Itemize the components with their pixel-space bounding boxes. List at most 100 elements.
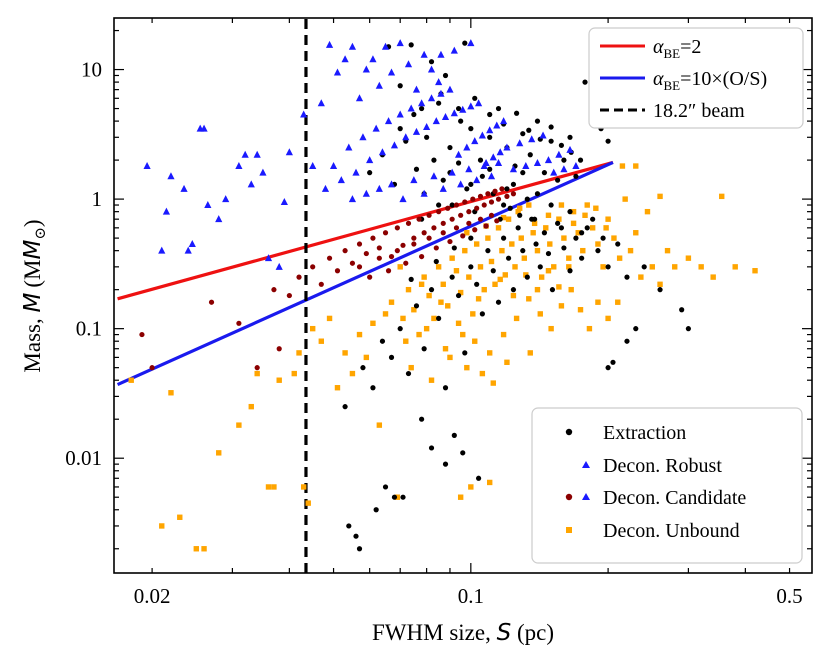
point-decon-unbound bbox=[159, 523, 165, 529]
point-extraction bbox=[451, 432, 457, 438]
point-decon-candidate bbox=[334, 268, 341, 274]
point-decon-unbound bbox=[545, 268, 552, 274]
point-decon-robust bbox=[309, 162, 317, 170]
point-extraction bbox=[641, 264, 647, 270]
point-decon-unbound bbox=[530, 230, 536, 236]
point-decon-robust bbox=[450, 46, 458, 54]
point-decon-candidate bbox=[453, 225, 460, 231]
point-decon-robust bbox=[352, 168, 360, 176]
point-extraction bbox=[548, 202, 554, 208]
point-decon-robust bbox=[387, 68, 396, 76]
point-decon-robust bbox=[396, 110, 404, 118]
point-decon-candidate bbox=[356, 241, 363, 247]
point-extraction bbox=[455, 160, 462, 166]
point-decon-unbound bbox=[732, 264, 738, 270]
point-decon-unbound bbox=[447, 354, 453, 361]
point-decon-robust bbox=[435, 78, 443, 86]
point-extraction bbox=[605, 138, 611, 144]
point-decon-unbound bbox=[416, 331, 422, 338]
point-decon-unbound bbox=[523, 272, 529, 278]
point-decon-robust bbox=[420, 50, 428, 58]
point-extraction bbox=[413, 303, 420, 309]
point-decon-unbound bbox=[453, 268, 460, 274]
point-decon-candidate bbox=[394, 225, 400, 231]
point-decon-unbound bbox=[556, 216, 562, 222]
point-decon-unbound bbox=[490, 380, 496, 386]
point-extraction bbox=[447, 144, 453, 151]
point-decon-unbound bbox=[627, 247, 634, 254]
point-decon-candidate bbox=[426, 212, 432, 218]
point-decon-robust bbox=[528, 135, 536, 143]
point-decon-robust bbox=[437, 89, 445, 97]
point-decon-robust bbox=[188, 240, 196, 248]
point-extraction bbox=[505, 255, 512, 261]
point-extraction bbox=[590, 216, 596, 222]
point-decon-candidate bbox=[462, 199, 468, 205]
point-decon-candidate bbox=[449, 216, 455, 222]
point-decon-unbound bbox=[318, 338, 325, 344]
point-decon-candidate bbox=[363, 250, 369, 257]
point-decon-candidate bbox=[488, 199, 495, 205]
point-decon-unbound bbox=[449, 255, 455, 261]
point-extraction bbox=[353, 533, 359, 539]
point-extraction bbox=[397, 126, 403, 132]
point-decon-robust bbox=[522, 162, 530, 170]
legend-label-unbound: Decon. Unbound bbox=[603, 520, 740, 542]
point-extraction bbox=[487, 134, 493, 140]
point-decon-unbound bbox=[570, 220, 577, 227]
point-decon-candidate bbox=[472, 227, 478, 233]
point-decon-unbound bbox=[487, 350, 493, 356]
point-extraction bbox=[490, 268, 496, 274]
point-decon-unbound bbox=[201, 546, 207, 552]
point-decon-robust bbox=[471, 137, 479, 145]
point-extraction bbox=[477, 157, 484, 163]
point-extraction bbox=[573, 173, 579, 179]
point-decon-robust bbox=[366, 156, 374, 164]
point-decon-robust bbox=[317, 99, 325, 107]
point-decon-unbound bbox=[442, 346, 449, 352]
point-extraction bbox=[419, 105, 425, 112]
point-decon-unbound bbox=[470, 311, 476, 317]
axis-tick-labels: 0.02 0.1 0.5 0.01 0.1 1 10 bbox=[65, 58, 802, 608]
point-decon-robust bbox=[348, 195, 357, 203]
point-decon-candidate bbox=[453, 202, 460, 208]
point-decon-unbound bbox=[499, 247, 505, 254]
point-decon-unbound bbox=[128, 377, 134, 383]
point-decon-robust bbox=[427, 65, 436, 73]
point-decon-robust bbox=[387, 180, 396, 188]
point-decon-candidate bbox=[477, 216, 484, 222]
point-decon-unbound bbox=[468, 484, 474, 490]
point-extraction bbox=[474, 281, 480, 287]
point-extraction bbox=[405, 370, 412, 377]
point-decon-robust bbox=[329, 162, 338, 170]
point-decon-unbound bbox=[376, 422, 383, 428]
point-extraction bbox=[468, 235, 474, 241]
point-decon-candidate bbox=[349, 260, 356, 266]
point-extraction bbox=[408, 276, 414, 283]
point-extraction bbox=[548, 124, 554, 130]
point-extraction bbox=[449, 202, 455, 208]
point-decon-unbound bbox=[556, 284, 562, 290]
point-decon-unbound bbox=[584, 202, 590, 208]
point-extraction bbox=[610, 359, 616, 365]
point-decon-robust bbox=[285, 148, 293, 156]
point-decon-unbound bbox=[408, 364, 414, 371]
point-decon-candidate bbox=[208, 299, 215, 305]
point-extraction bbox=[428, 445, 435, 451]
point-extraction bbox=[451, 245, 457, 251]
point-decon-unbound bbox=[460, 331, 466, 338]
point-decon-candidate bbox=[403, 260, 409, 266]
x-tick-label: 0.5 bbox=[776, 584, 802, 608]
point-decon-candidate bbox=[296, 274, 302, 280]
point-decon-robust bbox=[467, 39, 475, 47]
point-decon-robust bbox=[396, 39, 404, 47]
point-extraction bbox=[455, 105, 462, 112]
point-decon-robust bbox=[348, 42, 357, 50]
point-decon-robust bbox=[390, 141, 399, 149]
point-extraction bbox=[485, 248, 491, 254]
point-decon-candidate bbox=[400, 242, 406, 248]
point-decon-unbound bbox=[382, 311, 389, 317]
point-decon-robust bbox=[459, 105, 467, 113]
point-extraction bbox=[529, 216, 535, 222]
